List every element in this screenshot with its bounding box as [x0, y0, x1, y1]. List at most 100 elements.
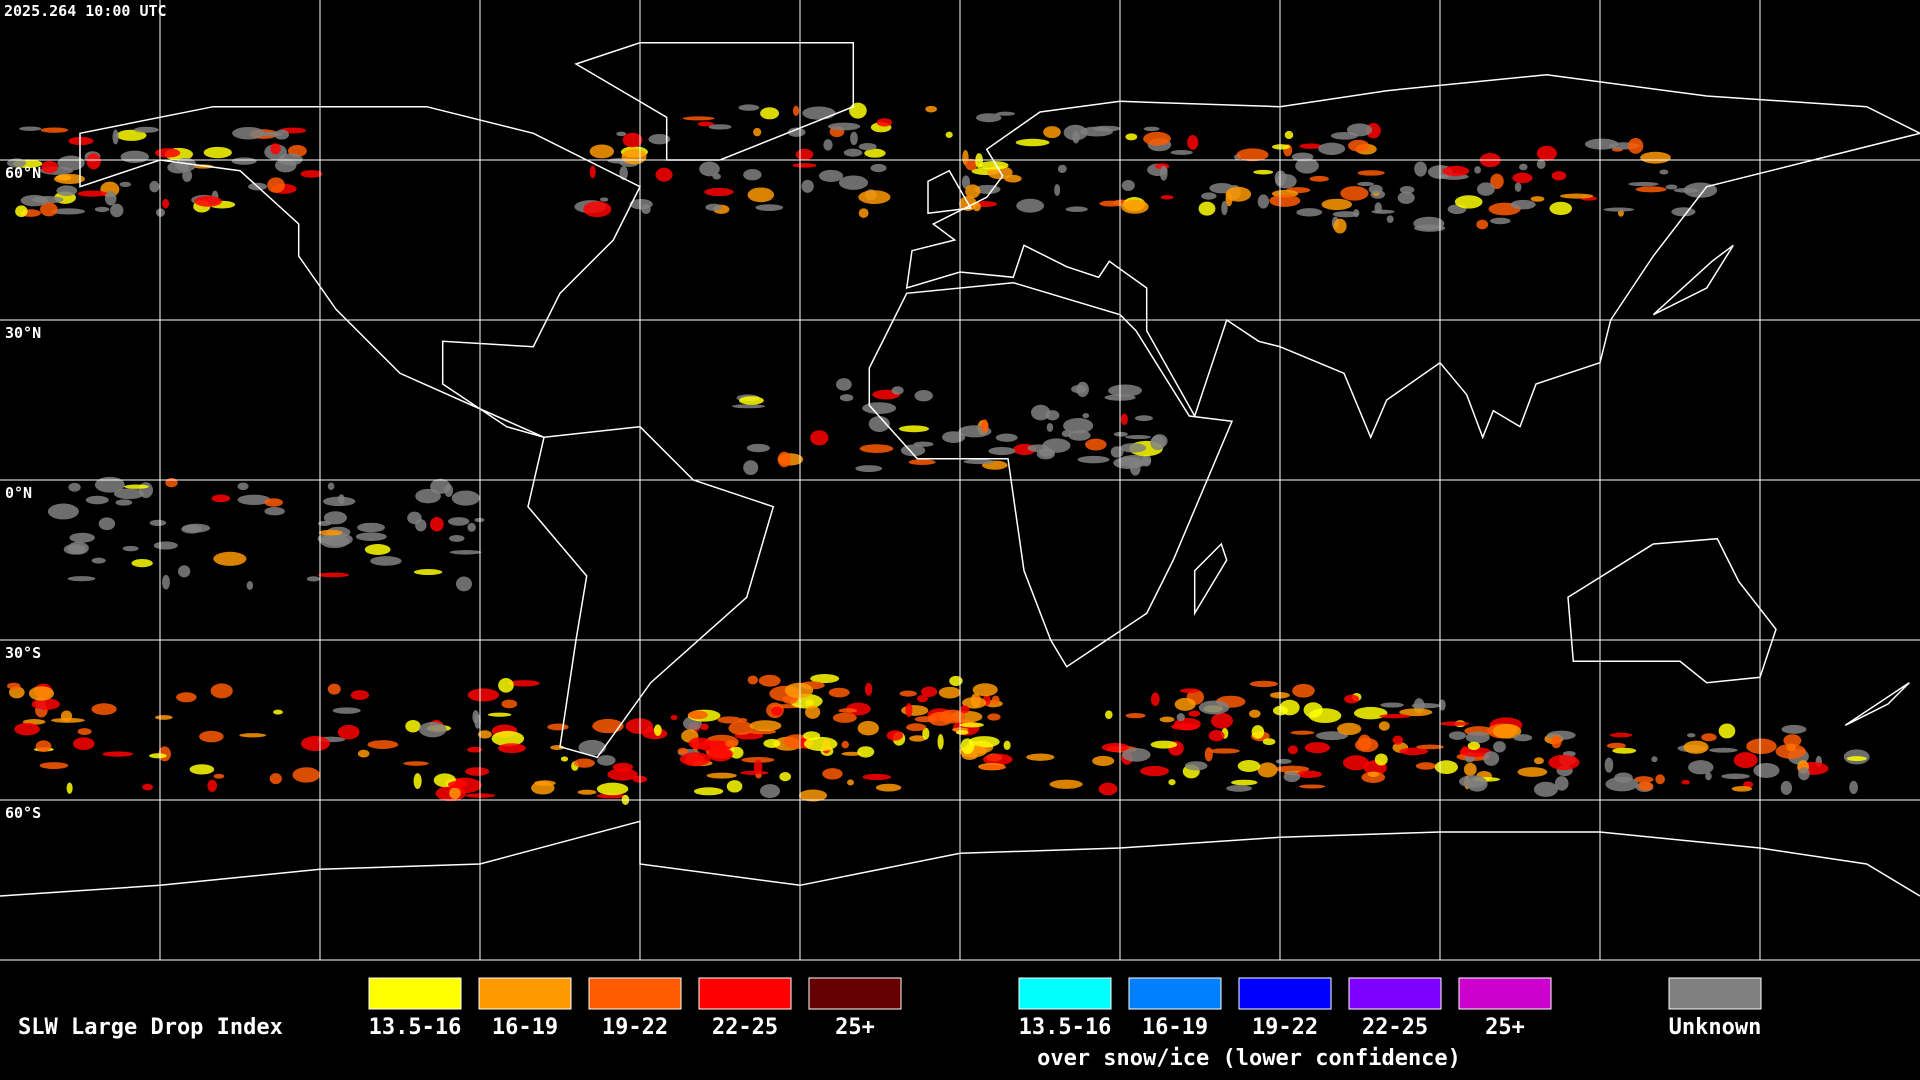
cloud-patch	[1003, 740, 1011, 751]
latitude-label: 30°N	[5, 324, 41, 342]
cloud-patch	[1150, 740, 1178, 749]
cloud-patch	[237, 494, 271, 505]
cloud-patch	[1609, 732, 1633, 738]
cloud-patch	[1092, 755, 1115, 766]
cloud-patch	[1399, 747, 1429, 756]
cloud-patch	[1783, 734, 1802, 747]
cloud-patch	[802, 106, 836, 120]
cloud-patch	[40, 202, 58, 217]
cloud-patch	[35, 740, 52, 752]
cloud-patch	[801, 179, 814, 193]
cloud-patch	[906, 723, 927, 732]
cloud-patch	[1269, 194, 1301, 207]
cloud-patch	[1798, 767, 1810, 781]
cloud-patch	[1357, 170, 1385, 176]
cloud-patch	[838, 708, 858, 713]
cloud-patch	[429, 517, 444, 532]
cloud-patch	[448, 535, 465, 542]
legend-label: 13.5-16	[369, 1015, 462, 1040]
cloud-patch	[1085, 438, 1107, 451]
legend-swatch	[1018, 977, 1112, 1010]
cloud-patch	[855, 465, 883, 473]
legend-label: 19-22	[602, 1015, 668, 1040]
cloud-patch	[905, 703, 913, 718]
cloud-patch	[1440, 721, 1470, 726]
cloud-patch	[960, 738, 975, 754]
cloud-patch	[162, 198, 170, 209]
cloud-patch	[914, 390, 933, 402]
legend-label: 25+	[835, 1015, 875, 1040]
cloud-patch	[1292, 683, 1315, 698]
cloud-patch	[832, 712, 857, 723]
cloud-patch	[1343, 755, 1369, 771]
cloud-patch	[501, 699, 518, 709]
cloud-patch	[843, 148, 863, 157]
cloud-patch	[1584, 138, 1619, 150]
cloud-patch	[1209, 748, 1240, 754]
cloud-patch	[876, 118, 893, 127]
cloud-patch	[1605, 776, 1639, 792]
cloud-patch	[1198, 700, 1230, 715]
legend-label: 13.5-16	[1019, 1015, 1112, 1040]
cloud-patch	[963, 459, 995, 465]
cloud-patch	[746, 443, 770, 453]
coastline	[1652, 244, 1734, 316]
cloud-patch	[1211, 712, 1233, 729]
cloud-patch	[708, 124, 732, 130]
cloud-patch	[755, 204, 784, 211]
legend-swatch	[588, 977, 682, 1010]
cloud-patch	[1105, 710, 1113, 720]
cloud-patch	[1296, 770, 1322, 778]
cloud-patch	[622, 132, 643, 148]
cloud-patch	[976, 113, 1002, 123]
cloud-patch	[810, 430, 829, 446]
coastline	[868, 281, 1234, 668]
cloud-patch	[1129, 459, 1141, 476]
cloud-patch	[1554, 776, 1569, 791]
cloud-patch	[1413, 216, 1445, 231]
cloud-patch	[1492, 723, 1522, 739]
cloud-patch	[472, 710, 480, 724]
legend-label: 19-22	[1252, 1015, 1318, 1040]
timestamp: 2025.264 10:00 UTC	[4, 2, 167, 20]
cloud-patch	[688, 737, 712, 750]
cloud-patch	[901, 705, 929, 716]
cloud-patch	[1671, 207, 1696, 217]
cloud-patch	[1348, 139, 1370, 152]
cloud-patch	[847, 779, 854, 786]
cloud-patch	[583, 201, 612, 218]
cloud-patch	[264, 498, 283, 507]
legend-caption: over snow/ice (lower confidence)	[1037, 1046, 1461, 1071]
legend-swatch	[808, 977, 902, 1010]
cloud-patch	[987, 713, 1001, 721]
cloud-patch	[1299, 143, 1322, 149]
cloud-patch	[1098, 782, 1118, 796]
cloud-patch	[1049, 779, 1083, 789]
cloud-patch	[203, 146, 232, 159]
cloud-patch	[1113, 431, 1128, 437]
cloud-patch	[199, 730, 224, 743]
cloud-patch	[1271, 144, 1290, 150]
cloud-patch	[1374, 753, 1388, 766]
coastline	[1567, 537, 1777, 684]
cloud-patch	[841, 751, 862, 756]
cloud-patch	[149, 519, 167, 527]
cloud-patch	[1275, 758, 1292, 764]
cloud-patch	[1046, 422, 1054, 432]
cloud-patch	[1414, 161, 1427, 177]
legend-label: 22-25	[712, 1015, 778, 1040]
cloud-patch	[355, 532, 387, 541]
cloud-patch	[211, 494, 231, 503]
cloud-patch	[738, 104, 760, 111]
cloud-patch	[670, 714, 678, 721]
cloud-patch	[777, 451, 791, 468]
cloud-patch	[629, 198, 653, 210]
cloud-patch	[274, 158, 297, 173]
cloud-patch	[1159, 165, 1168, 181]
cloud-patch	[28, 686, 55, 701]
cloud-patch	[961, 175, 971, 189]
cloud-patch	[1030, 404, 1051, 421]
cloud-patch	[810, 674, 840, 684]
cloud-patch	[743, 169, 762, 181]
cloud-patch	[1237, 760, 1261, 772]
